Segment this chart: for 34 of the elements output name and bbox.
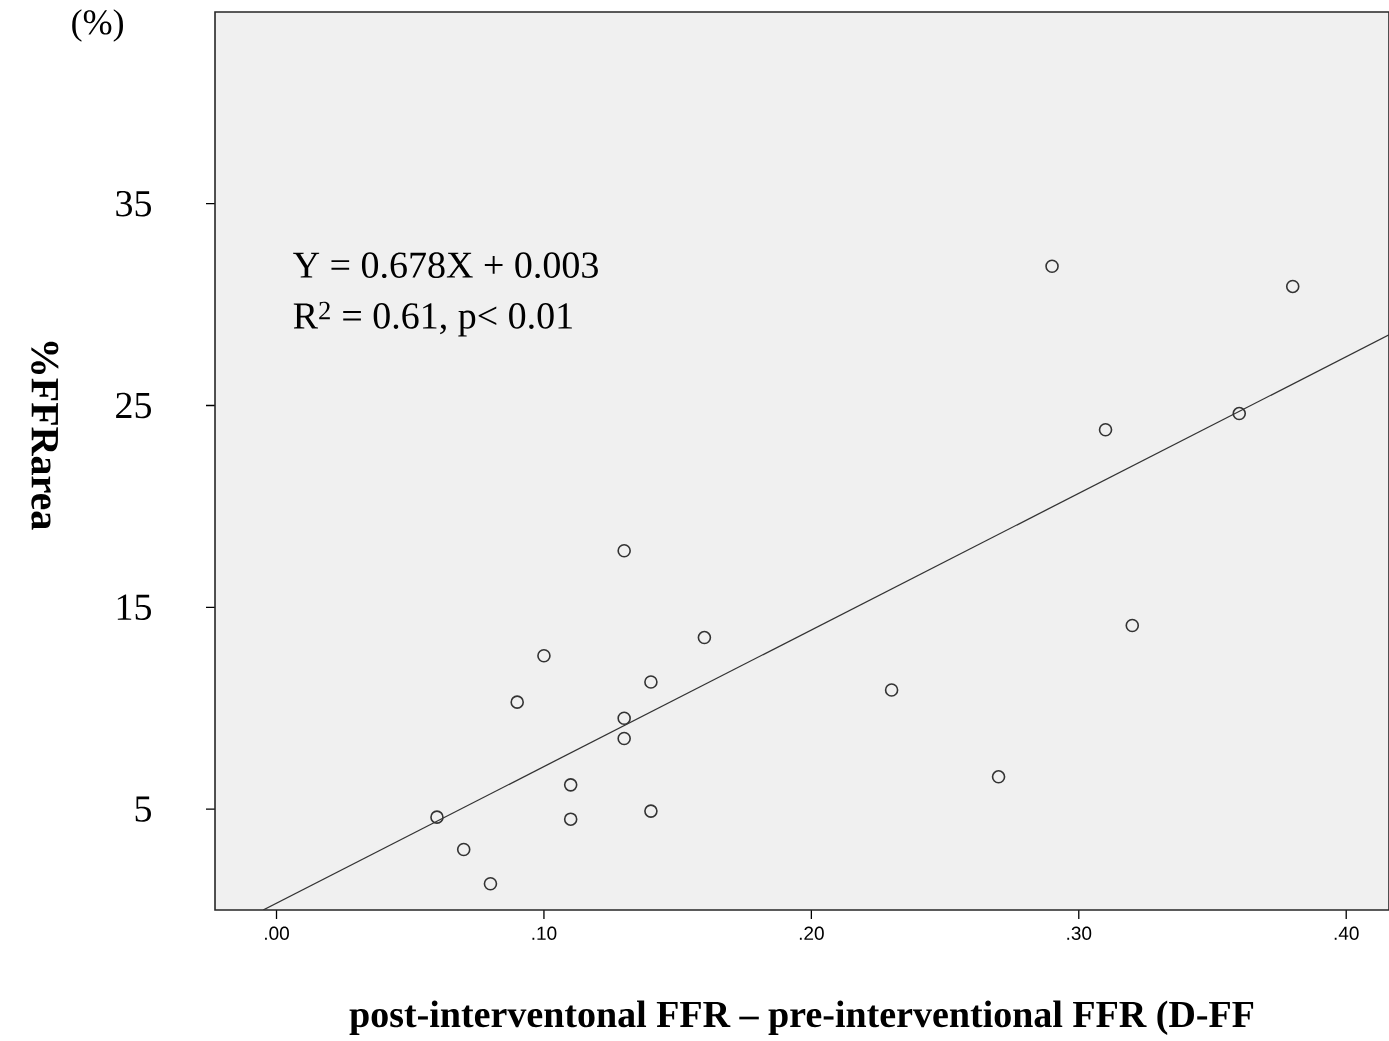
y-tick-label: 25 [116, 392, 151, 419]
point [1125, 618, 1140, 633]
point [1098, 422, 1113, 437]
point [510, 695, 524, 709]
x-tick-label: .20 [799, 926, 824, 940]
point [563, 812, 578, 826]
point [617, 543, 631, 558]
y-tick-label: 5 [135, 796, 151, 822]
x-tick-label: .40 [1334, 926, 1359, 940]
point [644, 675, 658, 689]
x-axis-title: post-interventonal FFR – pre-interventional FFR (D-FF [349, 1000, 1254, 1035]
y-tick-label: 15 [117, 594, 151, 621]
point [884, 683, 899, 697]
annotation: R$^{2}$ = 0.61, p< 0.01 [293, 301, 572, 337]
point [1045, 259, 1059, 274]
point [563, 778, 578, 792]
x-tick-label: .30 [1067, 926, 1092, 940]
annotation: Y = 0.678X + 0.003 [293, 252, 598, 279]
y-axis-title: %FFRarea [31, 341, 59, 530]
x-tick-label: .00 [265, 926, 289, 940]
point [483, 876, 498, 891]
x-tick-label: .10 [532, 926, 557, 940]
point [1232, 406, 1247, 421]
point [1285, 279, 1300, 294]
point [430, 810, 444, 824]
point [644, 804, 658, 818]
point [991, 770, 1006, 784]
point [617, 711, 631, 726]
point [456, 842, 471, 857]
point [697, 630, 712, 645]
point [617, 731, 631, 746]
y-tick-label: 35 [116, 190, 151, 217]
point [537, 648, 551, 663]
text: (%) [72, 9, 123, 42]
